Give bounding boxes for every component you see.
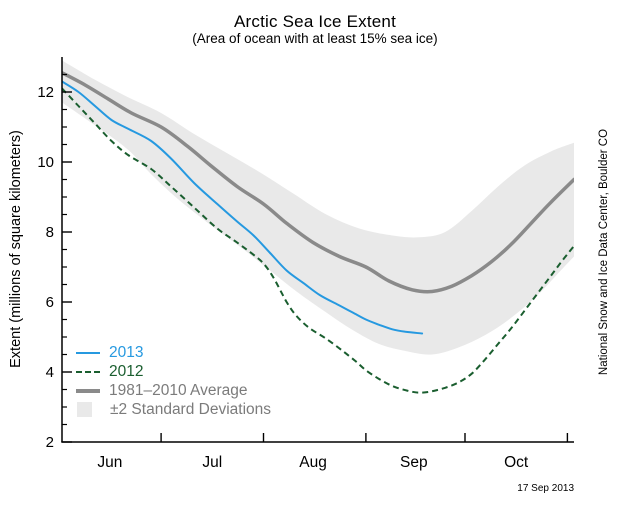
stddev-band-area [62,60,574,355]
line-2012 [62,87,574,394]
legend-swatch-average-line [76,388,100,393]
y-ticks: 2 4 6 8 10 12 [37,73,72,451]
x-month-label: Oct [504,454,529,471]
legend-item-2012: 2012 [76,362,271,381]
x-month-label: Jun [97,454,122,471]
legend-label-stddev: ±2 Standard Deviations [110,400,272,418]
x-month-label: Sep [400,454,428,471]
y-tick-label: 2 [46,434,54,451]
legend-label-average: 1981–2010 Average [109,381,248,399]
x-month-label: Jul [202,454,222,471]
chart-title: Arctic Sea Ice Extent [234,12,396,31]
line-2013 [62,80,424,335]
legend-swatch-2013-line [76,351,100,354]
x-ticks: Jun Jul Aug Sep Oct [97,433,569,471]
chart-subtitle: (Area of ocean with at least 15% sea ice… [192,31,438,46]
legend: 2013 2012 1981–2010 Average ±2 Standard … [76,343,271,419]
y-axis-title: Extent (millions of square kilometers) [8,130,24,368]
y-tick-label: 8 [46,224,54,241]
legend-item-average: 1981–2010 Average [76,381,271,400]
y-tick-label: 4 [46,364,54,381]
series-group [62,60,574,394]
legend-swatch-2012-dashed-line [76,370,100,373]
legend-item-2013: 2013 [76,343,271,362]
date-stamp: 17 Sep 2013 [517,483,574,494]
legend-label-2012: 2012 [109,362,144,380]
y-tick-label: 12 [37,84,54,101]
average-line [62,71,574,294]
data-source-credit: National Snow and Ice Data Center, Bould… [598,128,610,376]
legend-item-stddev: ±2 Standard Deviations [76,400,271,419]
y-tick-label: 6 [46,294,54,311]
y-tick-label: 10 [37,154,54,171]
x-month-label: Aug [299,454,327,471]
legend-swatch-stddev-box [77,402,92,417]
legend-label-2013: 2013 [109,343,144,361]
